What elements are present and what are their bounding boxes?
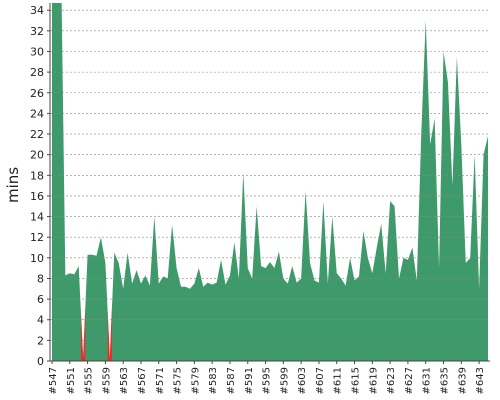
y-tick-label: 12	[30, 231, 44, 244]
failed-build	[80, 306, 86, 361]
x-tick-label: #615	[351, 367, 362, 394]
plot-area	[52, 3, 488, 361]
x-tick-label: #555	[84, 367, 95, 394]
y-tick-label: 4	[37, 314, 44, 327]
y-tick-label: 14	[30, 211, 44, 224]
y-tick-label: 22	[30, 128, 44, 141]
x-tick-label: #639	[457, 367, 468, 394]
area	[52, 3, 488, 361]
y-tick-label: 24	[30, 107, 44, 120]
failed-build	[107, 305, 113, 361]
y-tick-label: 0	[37, 355, 44, 368]
y-tick-label: 6	[37, 293, 44, 306]
y-tick-label: 32	[30, 25, 44, 38]
x-tick-label: #635	[440, 367, 451, 394]
y-tick-label: 34	[30, 4, 44, 17]
x-tick-label: #599	[279, 367, 290, 394]
y-tick-label: 20	[30, 149, 44, 162]
y-tick-label: 10	[30, 252, 44, 265]
x-tick-label: #591	[244, 367, 255, 394]
x-tick-label: #595	[262, 367, 273, 394]
y-tick-label: 28	[30, 66, 44, 79]
x-tick-label: #623	[386, 367, 397, 394]
y-tick-label: 30	[30, 45, 44, 58]
x-tick-label: #563	[119, 367, 130, 394]
x-tick-label: #547	[48, 367, 59, 394]
x-tick-label: #583	[208, 367, 219, 394]
x-tick-label: #587	[226, 367, 237, 394]
x-tick-label: #627	[404, 367, 415, 394]
x-tick-label: #571	[155, 367, 166, 394]
y-axis-label: mins	[4, 167, 22, 203]
y-tick-label: 26	[30, 87, 44, 100]
x-tick-label: #643	[475, 367, 486, 394]
x-tick-label: #579	[190, 367, 201, 394]
x-tick-label: #607	[315, 367, 326, 394]
y-tick-label: 8	[37, 272, 44, 285]
x-tick-label: #611	[333, 367, 344, 394]
y-tick-label: 18	[30, 169, 44, 182]
x-tick-label: #551	[66, 367, 77, 394]
y-tick-label: 16	[30, 190, 44, 203]
x-tick-label: #567	[137, 367, 148, 394]
y-tick-label: 2	[37, 334, 44, 347]
x-tick-label: #575	[173, 367, 184, 394]
x-tick-label: #619	[368, 367, 379, 394]
x-tick-label: #603	[297, 367, 308, 394]
x-tick-label: #631	[422, 367, 433, 394]
x-tick-label: #559	[101, 367, 112, 394]
